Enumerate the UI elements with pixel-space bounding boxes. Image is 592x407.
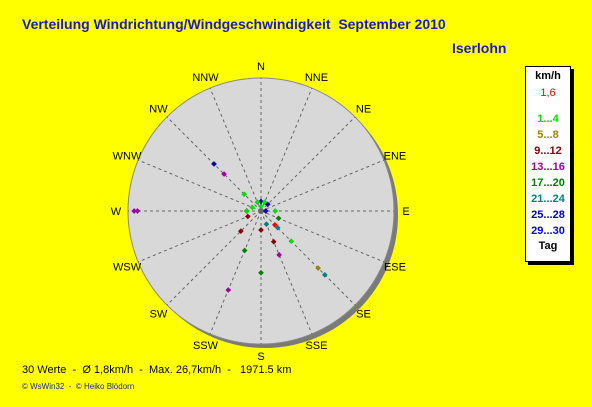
spoke-sw [166, 210, 262, 306]
data-point [241, 191, 248, 198]
direction-label-ssw: SSW [193, 340, 219, 352]
direction-label-n: N [257, 61, 265, 73]
spoke-wnw [137, 159, 262, 212]
spoke-se [260, 210, 356, 306]
data-point [245, 213, 251, 220]
data-point [258, 198, 264, 205]
legend-tag: Tag [538, 240, 558, 252]
direction-label-nw: NW [149, 103, 168, 115]
data-point [243, 208, 250, 214]
data-point [258, 227, 264, 233]
direction-label-wnw: WNW [113, 151, 142, 163]
legend-bin-6: 21...24 [531, 193, 565, 205]
data-point [221, 171, 227, 177]
direction-label-nne: NNE [305, 72, 328, 84]
legend-bin-5: 17...20 [531, 177, 565, 189]
data-point [258, 203, 264, 210]
data-point [211, 161, 217, 167]
data-point [274, 224, 281, 231]
direction-label-ne: NE [356, 103, 371, 115]
data-point [254, 199, 261, 206]
data-point [238, 228, 244, 234]
legend-bin-2: 5...8 [537, 129, 559, 141]
spoke-nne [260, 87, 313, 212]
direction-label-nnw: NNW [192, 72, 219, 84]
stats-line: 30 Werte - Ø 1,8km/h - Max. 26,7km/h - 1… [22, 364, 292, 376]
spoke-ssw [209, 210, 262, 335]
legend: km/h 1,6 1...4 5...8 9...12 13...16 17..… [525, 66, 571, 262]
location-label: Iserlohn [452, 40, 507, 56]
data-point [262, 208, 269, 214]
spoke-ene [260, 159, 385, 212]
data-point [288, 238, 295, 245]
legend-bin-8: 29...30 [531, 225, 565, 237]
data-point [134, 208, 141, 214]
direction-label-e: E [402, 206, 409, 218]
data-point [321, 271, 328, 278]
direction-label-ese: ESE [384, 261, 406, 273]
spoke-wsw [137, 210, 262, 263]
legend-current-value: 1,6 [540, 87, 556, 99]
direction-label-sw: SW [150, 309, 168, 321]
data-point [131, 208, 138, 214]
data-point [258, 269, 264, 276]
direction-label-s: S [257, 351, 264, 363]
direction-label-wsw: WSW [113, 261, 142, 273]
credit-line: © WsWin32 - © Heiko Blödorn [22, 382, 135, 391]
data-point [225, 287, 232, 293]
data-point [275, 215, 282, 222]
data-point [272, 208, 279, 214]
current-marker [272, 222, 278, 228]
spoke-ese [260, 210, 385, 263]
data-point [270, 238, 277, 245]
legend-unit: km/h [535, 70, 561, 82]
legend-bin-4: 13...16 [531, 161, 565, 173]
data-point [249, 204, 256, 211]
direction-label-se: SE [356, 309, 371, 321]
data-point [315, 265, 321, 271]
spoke-sse [260, 210, 313, 335]
direction-label-sse: SSE [305, 340, 327, 352]
direction-label-w: W [111, 206, 122, 218]
data-point [264, 201, 271, 208]
direction-label-ene: ENE [384, 151, 407, 163]
spoke-ne [260, 116, 356, 212]
spoke-nnw [209, 87, 262, 212]
data-point [263, 221, 270, 227]
legend-bin-1: 1...4 [537, 113, 559, 125]
legend-bin-7: 25...28 [531, 209, 565, 221]
data-point [241, 247, 248, 254]
chart-title: Verteilung Windrichtung/Windgeschwindigk… [22, 16, 446, 32]
data-point [276, 252, 283, 258]
legend-bin-3: 9...12 [534, 145, 562, 157]
